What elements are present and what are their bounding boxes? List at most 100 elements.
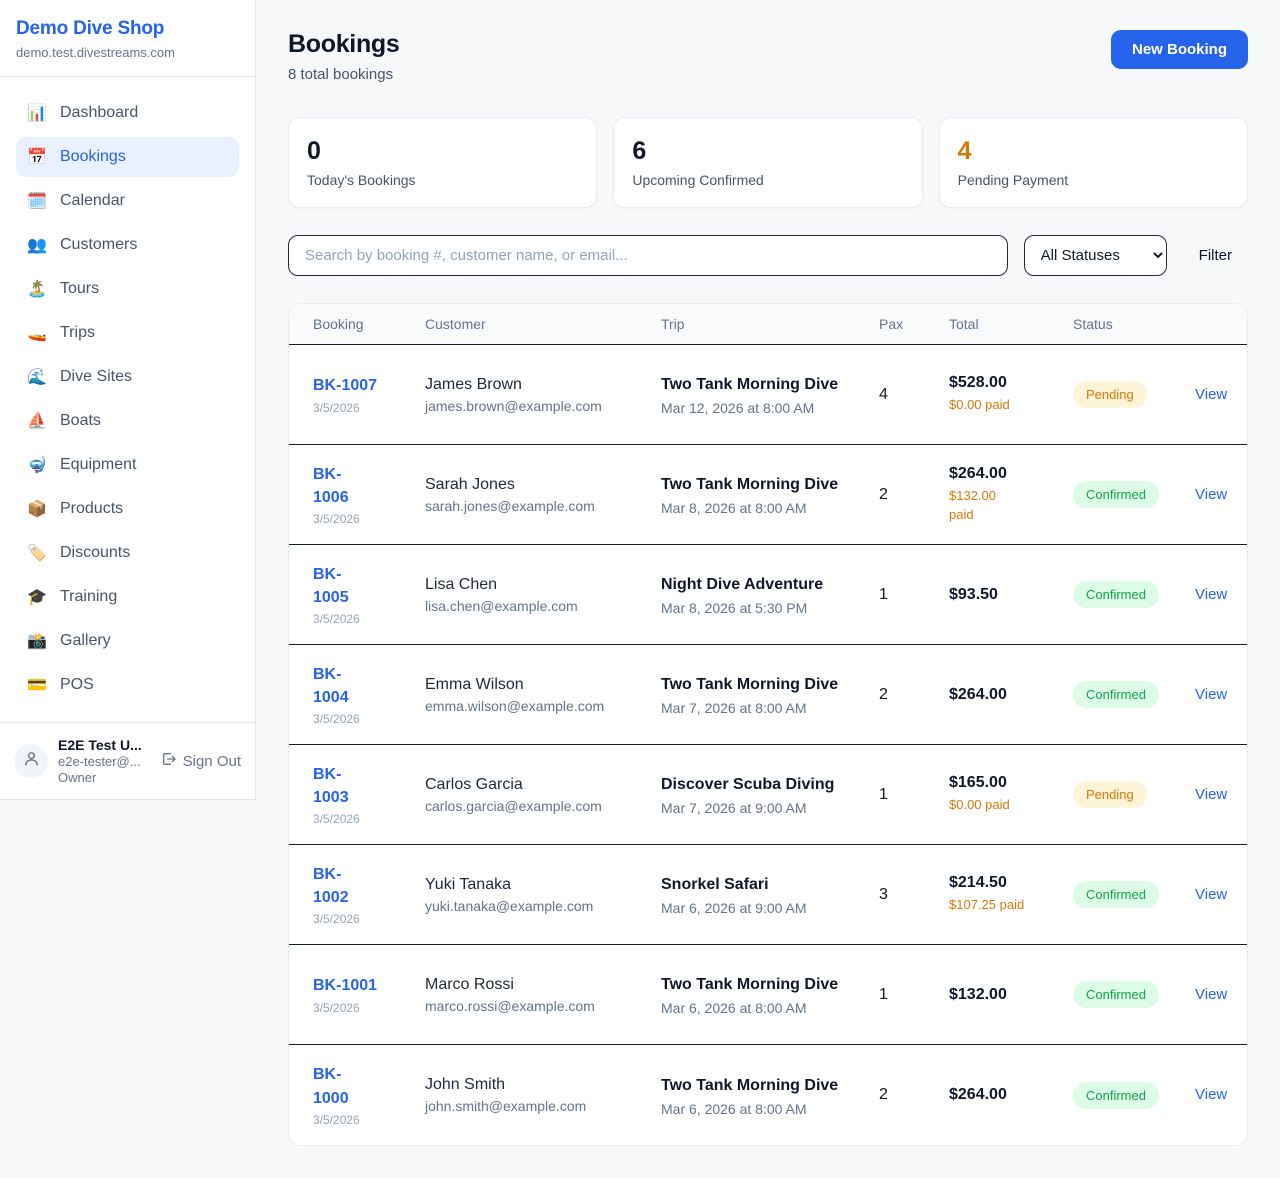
trip-cell: Two Tank Morning Dive Mar 8, 2026 at 8:00… (661, 473, 879, 516)
pax-value: 3 (879, 885, 888, 903)
sidebar-header: Demo Dive Shop demo.test.divestreams.com (0, 0, 255, 77)
status-cell: Pending (1073, 381, 1195, 408)
booking-date: 3/5/2026 (313, 712, 360, 727)
booking-number-link[interactable]: BK-1007 (313, 377, 378, 395)
trip-cell: Two Tank Morning Dive Mar 6, 2026 at 8:00… (661, 1074, 879, 1117)
view-booking-link[interactable]: View (1195, 1086, 1228, 1103)
status-cell: Confirmed (1073, 581, 1195, 608)
booking-date: 3/5/2026 (313, 400, 360, 415)
training-icon: 🎓 (27, 589, 47, 606)
sidebar-item-tours[interactable]: 🏝️ Tours (16, 269, 239, 309)
customer-name: Yuki Tanaka (425, 875, 511, 893)
status-cell: Confirmed (1073, 981, 1195, 1008)
sidebar-item-gallery[interactable]: 📸 Gallery (16, 621, 239, 661)
sidebar-item-dive-sites[interactable]: 🌊 Dive Sites (16, 357, 239, 397)
booking-number-link[interactable]: BK- 1006 (313, 465, 349, 506)
total-cell: $264.00 (949, 1086, 1073, 1104)
sidebar-item-training[interactable]: 🎓 Training (16, 577, 239, 617)
bookings-icon: 📅 (27, 149, 47, 166)
customer-name: Lisa Chen (425, 575, 498, 593)
total-amount: $264.00 (949, 1086, 1007, 1103)
status-badge: Confirmed (1073, 481, 1159, 508)
trips-icon: 🚤 (27, 325, 47, 342)
booking-number-link[interactable]: BK- 1003 (313, 765, 349, 806)
trip-cell: Night Dive Adventure Mar 8, 2026 at 5:30 … (661, 573, 879, 616)
pax-value: 1 (879, 585, 888, 603)
trip-cell: Snorkel Safari Mar 6, 2026 at 9:00 AM (661, 873, 879, 916)
column-header-status: Status (1073, 316, 1113, 332)
sidebar-item-pos[interactable]: 💳 POS (16, 665, 239, 705)
sidebar-item-calendar[interactable]: 🗓️ Calendar (16, 181, 239, 221)
status-cell: Pending (1073, 781, 1195, 808)
status-badge: Confirmed (1073, 981, 1159, 1008)
sidebar-item-discounts[interactable]: 🏷️ Discounts (16, 533, 239, 573)
pos-icon: 💳 (27, 677, 47, 694)
actions-cell: View (1195, 786, 1231, 804)
products-icon: 📦 (27, 501, 47, 518)
sidebar-item-bookings[interactable]: 📅 Bookings (16, 137, 239, 177)
total-amount: $214.50 (949, 874, 1007, 892)
sidebar-item-label: Discounts (60, 544, 131, 561)
booking-number-link[interactable]: BK-1001 (313, 977, 378, 995)
search-input[interactable] (288, 235, 1008, 276)
sidebar-item-products[interactable]: 📦 Products (16, 489, 239, 529)
customer-email: carlos.garcia@example.com (425, 797, 602, 814)
view-booking-link[interactable]: View (1195, 585, 1228, 603)
sidebar-item-label: Training (60, 588, 118, 605)
trip-datetime: Mar 6, 2026 at 8:00 AM (661, 1000, 807, 1016)
trip-cell: Discover Scuba Diving Mar 7, 2026 at 9:00… (661, 773, 879, 816)
paid-amount: $0.00 paid (949, 797, 1010, 813)
column-header-trip: Trip (661, 316, 685, 332)
actions-cell: View (1195, 386, 1231, 404)
customer-email: emma.wilson@example.com (425, 697, 605, 714)
total-amount: $165.00 (949, 774, 1007, 792)
stat-value: 0 (307, 137, 321, 165)
view-booking-link[interactable]: View (1195, 785, 1228, 803)
booking-number-link[interactable]: BK- 1002 (313, 865, 349, 906)
table-row: BK-1007 3/5/2026 James Brown james.brown@ex… (289, 345, 1247, 445)
main-header: Bookings 8 total bookings New Booking (288, 30, 1248, 83)
user-email: e2e-tester@... (58, 754, 141, 769)
actions-cell: View (1195, 586, 1231, 604)
customer-email: marco.rossi@example.com (425, 997, 595, 1014)
sign-out-button[interactable]: Sign Out (161, 751, 241, 771)
sidebar-item-equipment[interactable]: 🤿 Equipment (16, 445, 239, 485)
user-name: E2E Test U... (58, 737, 142, 753)
new-booking-button[interactable]: New Booking (1110, 30, 1248, 69)
trip-cell: Two Tank Morning Dive Mar 12, 2026 at 8:0… (661, 373, 879, 416)
status-cell: Confirmed (1073, 1081, 1195, 1109)
trip-datetime: Mar 7, 2026 at 9:00 AM (661, 800, 807, 816)
dashboard-icon: 📊 (27, 105, 47, 122)
total-amount: $264.00 (949, 685, 1007, 703)
stat-card-pending-payment: 4 Pending Payment (938, 117, 1248, 208)
view-booking-link[interactable]: View (1195, 885, 1228, 903)
view-booking-link[interactable]: View (1195, 985, 1228, 1003)
sidebar-item-boats[interactable]: ⛵ Boats (16, 401, 239, 441)
stat-card-today-s-bookings: 0 Today's Bookings (288, 117, 598, 208)
total-cell: $528.00 $0.00 paid (949, 374, 1073, 414)
booking-number-link[interactable]: BK- 1004 (313, 665, 349, 706)
customer-name: Emma Wilson (425, 675, 524, 693)
view-booking-link[interactable]: View (1195, 385, 1228, 403)
sidebar-item-dashboard[interactable]: 📊 Dashboard (16, 93, 239, 133)
trip-name: Two Tank Morning Dive (661, 976, 839, 993)
status-filter-select[interactable]: All Statuses (1023, 235, 1167, 276)
filter-button[interactable]: Filter (1183, 239, 1248, 272)
sidebar-item-label: Trips (60, 324, 95, 341)
customer-cell: Yuki Tanaka yuki.tanaka@example.com (425, 876, 661, 914)
booking-cell: BK- 1003 3/5/2026 (313, 763, 425, 826)
table-row: BK- 1005 3/5/2026 Lisa Chen lisa.chen@examp… (289, 545, 1247, 645)
stats-row: 0 Today's Bookings 6 Upcoming Confirmed 4 Pen… (288, 117, 1248, 208)
view-booking-link[interactable]: View (1195, 685, 1228, 703)
customer-name: Carlos Garcia (425, 775, 523, 793)
sidebar-item-customers[interactable]: 👥 Customers (16, 225, 239, 265)
booking-number-link[interactable]: BK- 1000 (313, 1066, 349, 1107)
status-cell: Confirmed (1073, 881, 1195, 908)
total-amount: $93.50 (949, 585, 998, 603)
view-booking-link[interactable]: View (1195, 485, 1228, 503)
booking-number-link[interactable]: BK- 1005 (313, 565, 349, 606)
user-info: E2E Test U... e2e-tester@... Owner (58, 737, 151, 785)
sidebar-item-trips[interactable]: 🚤 Trips (16, 313, 239, 353)
main-content: Bookings 8 total bookings New Booking 0 T… (256, 0, 1280, 1178)
trip-datetime: Mar 7, 2026 at 8:00 AM (661, 700, 807, 716)
